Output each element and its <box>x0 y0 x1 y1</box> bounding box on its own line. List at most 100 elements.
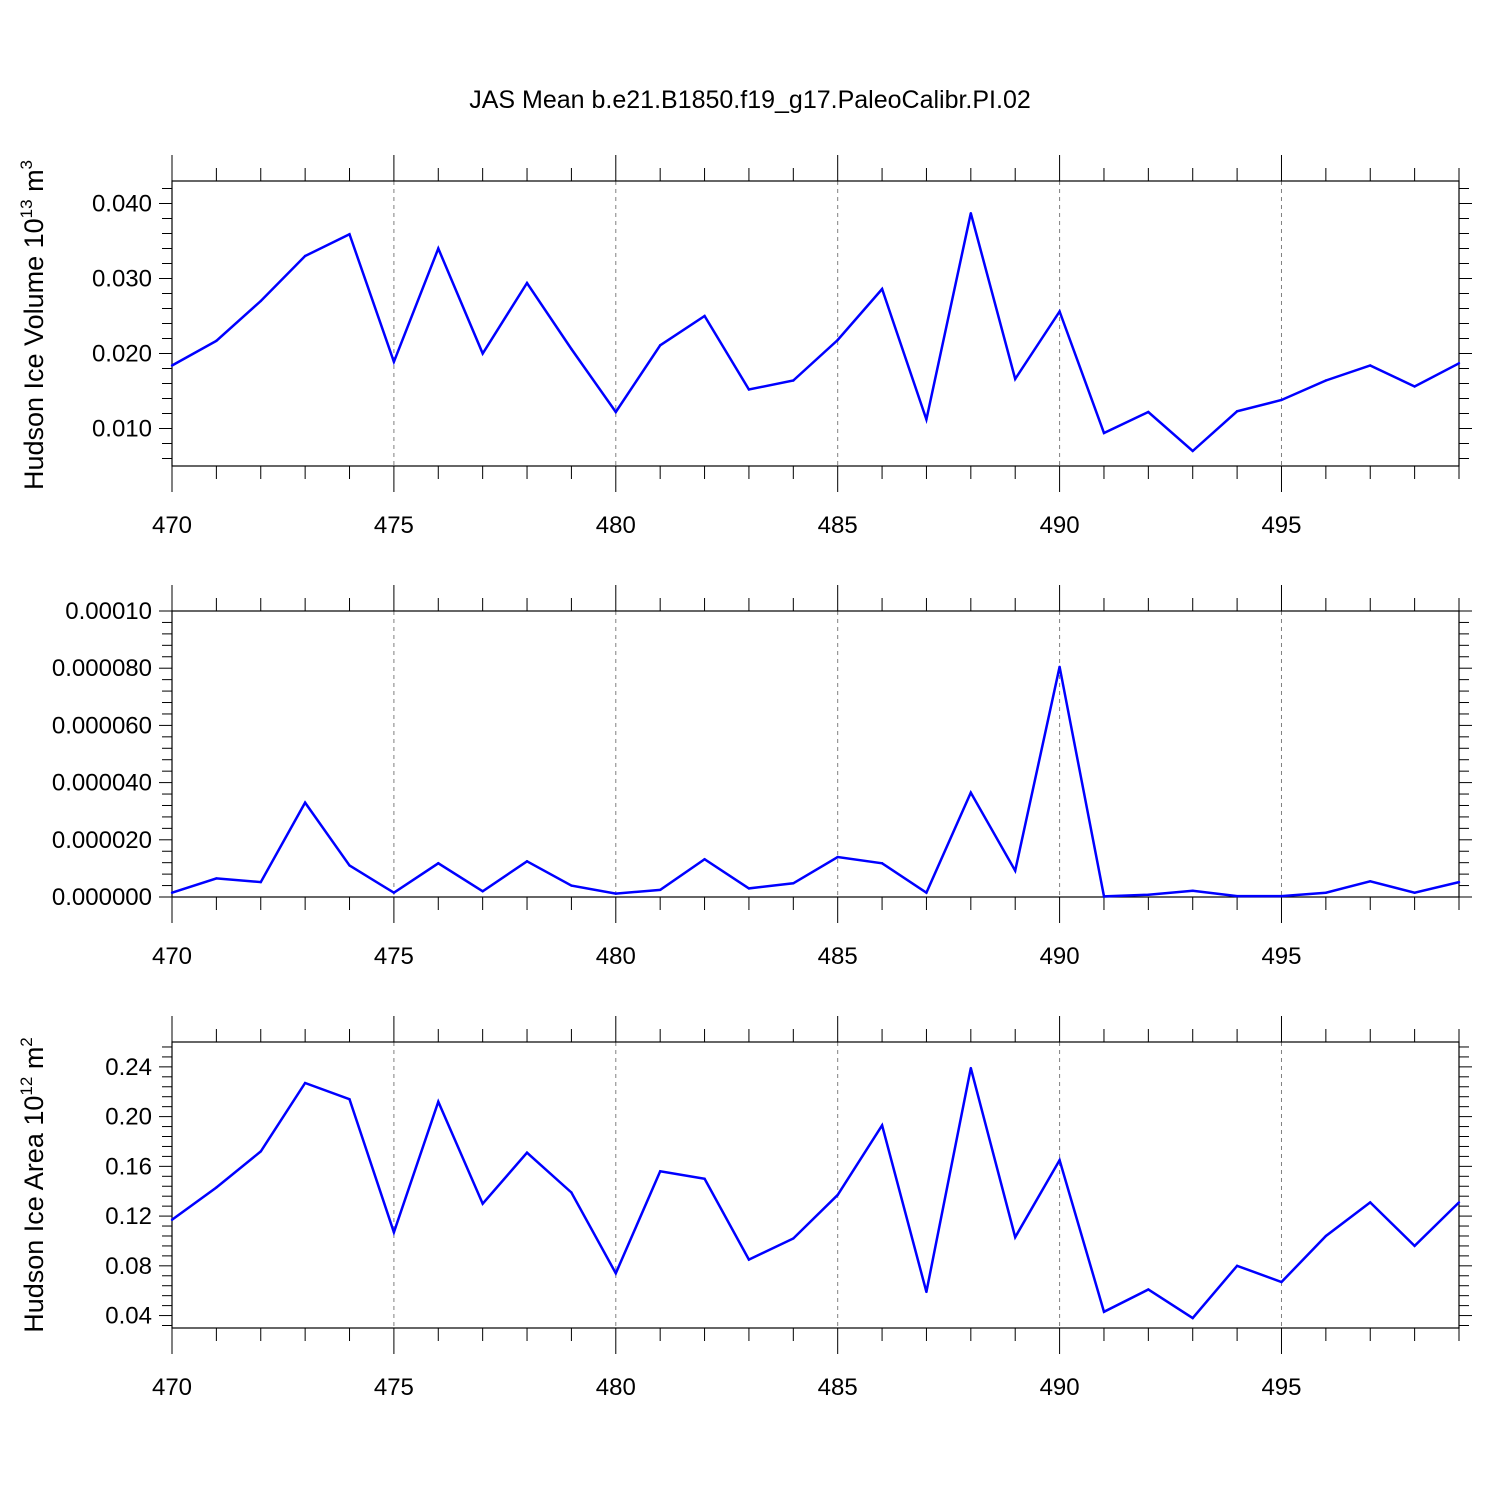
data-point <box>747 388 751 391</box>
data-point <box>1413 891 1416 894</box>
y-axis-label-exponent: 13 <box>17 199 36 218</box>
data-point <box>1280 1280 1283 1284</box>
data-point <box>570 347 573 351</box>
data-point <box>1235 894 1239 898</box>
data-point <box>1147 893 1150 896</box>
x-tick-label: 495 <box>1261 512 1301 539</box>
data-point <box>1280 398 1283 402</box>
data-point <box>392 1231 396 1234</box>
data-point <box>969 791 973 794</box>
data-point <box>259 880 262 884</box>
data-point <box>392 360 396 363</box>
data-point <box>614 1272 617 1275</box>
plot-frame <box>171 610 1460 898</box>
series-line <box>171 212 1460 453</box>
data-point <box>525 860 529 863</box>
data-point <box>969 212 973 215</box>
data-point <box>1191 449 1194 453</box>
x-tick-label: 480 <box>596 943 636 970</box>
y-tick-label: 0.000000 <box>52 884 152 911</box>
data-point <box>1324 1234 1328 1238</box>
y-axis-label-text: Hudson Ice Area 10 <box>19 1096 49 1333</box>
data-point <box>170 364 174 367</box>
x-tick-label: 490 <box>1040 512 1080 539</box>
y-tick-label: 0.040 <box>92 191 152 218</box>
data-point <box>658 344 662 347</box>
x-tick-label: 485 <box>818 512 858 539</box>
y-tick-label: 0.24 <box>105 1054 152 1081</box>
data-point <box>1235 410 1239 413</box>
data-point <box>481 890 484 893</box>
panel-1: 470 475 480 485 490 495 0.010 0.020 0.030 0.040 Hu… <box>17 155 1472 539</box>
data-point <box>1102 1310 1106 1314</box>
y-axis-label-unit-exponent: 3 <box>17 160 36 169</box>
data-point <box>658 1170 662 1173</box>
data-point <box>525 1151 529 1154</box>
x-tick-label: 470 <box>152 943 192 970</box>
data-point <box>1324 379 1328 382</box>
data-point <box>1457 1201 1461 1204</box>
y-tick-label: 0.08 <box>105 1253 152 1280</box>
data-point <box>1058 1158 1061 1162</box>
y-tick-label: 0.000040 <box>52 770 152 797</box>
series-line <box>171 666 1460 898</box>
y-tick-label: 0.010 <box>92 416 152 443</box>
y-axis-label-exponent: 12 <box>17 1077 36 1096</box>
data-point <box>925 1290 928 1294</box>
data-point <box>1280 894 1283 898</box>
x-tick-label: 475 <box>374 512 414 539</box>
data-point <box>792 882 795 885</box>
y-tick-label: 0.04 <box>105 1303 152 1330</box>
data-point <box>303 1081 307 1085</box>
data-point <box>1147 410 1150 414</box>
y-tick-label: 0.030 <box>92 266 152 293</box>
data-point <box>570 884 573 887</box>
data-point <box>348 233 351 236</box>
data-point <box>836 855 839 859</box>
data-point <box>1324 891 1328 894</box>
data-point <box>170 891 174 894</box>
data-point <box>658 888 662 892</box>
data-point <box>392 891 396 894</box>
data-point <box>792 379 795 382</box>
x-tick-label: 470 <box>152 1374 192 1401</box>
data-point <box>259 1150 262 1153</box>
plot-frame <box>171 1041 1460 1329</box>
data-point <box>880 287 884 291</box>
data-point <box>525 281 529 285</box>
y-axis-label-unit: m <box>19 169 49 199</box>
data-point <box>303 254 307 258</box>
data-point <box>1369 1201 1372 1204</box>
data-point <box>969 1066 973 1070</box>
data-point <box>215 877 218 880</box>
panels: 470 475 480 485 490 495 0.010 0.020 0.030 0.040 Hu… <box>17 155 1472 1401</box>
data-point <box>303 801 307 804</box>
data-point <box>1369 880 1372 883</box>
data-point <box>570 1191 573 1194</box>
y-tick-label: 0.12 <box>105 1203 152 1230</box>
data-point <box>1102 895 1106 898</box>
data-point <box>747 887 751 890</box>
series-line <box>171 1067 1460 1320</box>
y-tick-label: 0.00010 <box>65 598 152 625</box>
y-axis-label-text: Hudson Ice Volume 10 <box>19 218 49 490</box>
data-point <box>1369 364 1372 367</box>
data-point <box>880 862 884 865</box>
data-point <box>1147 1288 1150 1291</box>
panel-3: 470 475 480 485 490 495 0.04 0.08 0.12 0.16 0.20 0.… <box>17 1016 1472 1401</box>
data-point <box>215 339 218 342</box>
y-tick-label: 0.020 <box>92 341 152 368</box>
data-point <box>614 892 617 895</box>
data-point <box>1058 665 1061 668</box>
y-axis-label: Hudson Ice Volume 1013 m3 <box>17 160 49 490</box>
data-point <box>481 352 484 355</box>
data-point <box>747 1258 751 1261</box>
data-point <box>1191 889 1194 892</box>
panel-2: 470 475 480 485 490 495 0.000000 0.000020 0.0000… <box>52 585 1472 970</box>
data-point <box>703 314 706 318</box>
data-point <box>1014 1236 1017 1239</box>
data-point <box>1102 431 1106 435</box>
y-tick-label: 0.000060 <box>52 712 152 739</box>
x-tick-label: 475 <box>374 1374 414 1401</box>
